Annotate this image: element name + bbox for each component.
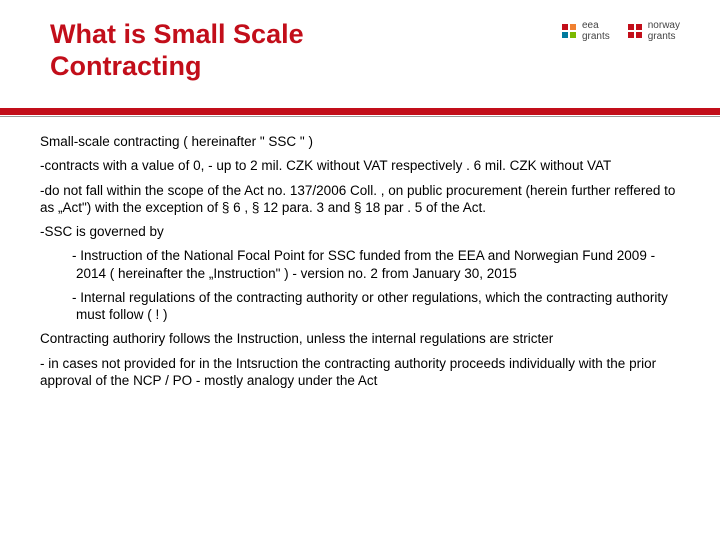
para-contracts-value: -contracts with a value of 0, - up to 2 … — [40, 157, 680, 174]
para-cases-not-provided: - in cases not provided for in the Intsr… — [40, 355, 680, 390]
eea-grants-logo: eeagrants — [562, 20, 610, 42]
slide-title: What is Small Scale Contracting — [50, 18, 450, 83]
para-governed-by: -SSC is governed by — [40, 223, 680, 240]
eea-grants-label: eeagrants — [582, 20, 610, 42]
logo-area: eeagrants norwaygrants — [562, 20, 680, 42]
para-internal-regulations: - Internal regulations of the contractin… — [40, 289, 680, 324]
para-intro: Small-scale contracting ( hereinafter " … — [40, 133, 680, 150]
para-follows-instruction: Contracting authoriry follows the Instru… — [40, 330, 680, 347]
para-act-scope: -do not fall within the scope of the Act… — [40, 182, 680, 217]
header-red-bar — [0, 108, 720, 115]
slide-body: Small-scale contracting ( hereinafter " … — [0, 117, 720, 389]
norway-grants-logo: norwaygrants — [628, 20, 680, 42]
norway-grants-label: norwaygrants — [648, 20, 680, 42]
eea-grants-icon — [562, 24, 576, 38]
slide-header: What is Small Scale Contracting eeagrant… — [0, 0, 720, 108]
norway-grants-icon — [628, 24, 642, 38]
para-instruction-nfp: - Instruction of the National Focal Poin… — [40, 247, 680, 282]
